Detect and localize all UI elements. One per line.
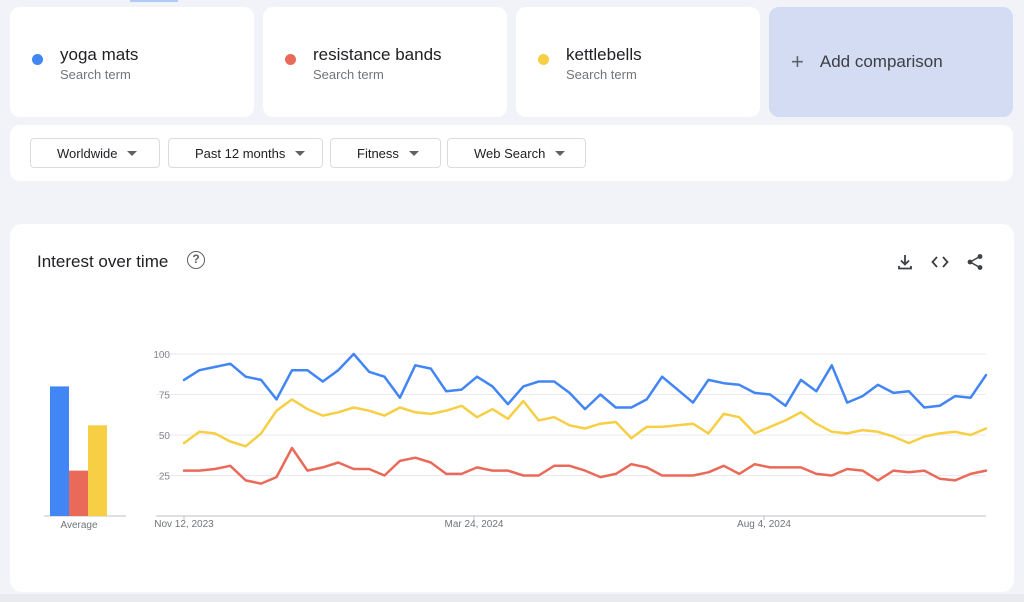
interest-over-time-card: Interest over time ? 25 50 75 100 Nov 12, 20… <box>10 224 1014 592</box>
term-color-dot <box>285 54 296 65</box>
bottom-strip <box>0 594 1024 602</box>
term-color-dot <box>538 54 549 65</box>
top-accent-bar <box>130 0 178 2</box>
average-label: Average <box>60 520 98 531</box>
caret-down-icon <box>295 150 306 156</box>
term-color-dot <box>32 54 43 65</box>
filter-label: Web Search <box>474 145 546 161</box>
download-icon[interactable] <box>895 252 915 272</box>
average-bar-resistance-bands <box>69 470 88 516</box>
term-type-label: Search term <box>313 67 384 82</box>
term-card-kettlebells[interactable]: kettlebells Search term <box>516 7 760 117</box>
card-title: Interest over time <box>37 252 169 271</box>
average-bar-kettlebells <box>88 425 107 516</box>
add-comparison-button[interactable]: + Add comparison <box>769 7 1013 117</box>
y-tick-label: 100 <box>153 350 170 361</box>
interest-chart: 25 50 75 100 Nov 12, 2023 Mar 24, 2024 Aug 4, … <box>44 350 988 531</box>
help-circle-icon[interactable]: ? <box>187 251 205 269</box>
time-range-filter-dropdown[interactable]: Past 12 months <box>168 138 323 168</box>
plus-icon: + <box>791 49 804 74</box>
x-tick-label: Nov 12, 2023 <box>154 519 214 530</box>
term-type-label: Search term <box>60 67 131 82</box>
filter-label: Past 12 months <box>195 145 286 161</box>
filter-label: Worldwide <box>57 145 118 161</box>
filter-label: Fitness <box>357 145 399 161</box>
y-tick-label: 50 <box>159 431 171 442</box>
location-filter-dropdown[interactable]: Worldwide <box>30 138 160 168</box>
x-tick-label: Mar 24, 2024 <box>445 519 504 530</box>
share-icon[interactable] <box>965 252 985 272</box>
term-type-label: Search term <box>566 67 637 82</box>
embed-code-icon[interactable] <box>930 252 950 272</box>
add-comparison-label: Add comparison <box>819 52 943 71</box>
term-name: resistance bands <box>313 45 442 64</box>
average-bar-yoga-mats <box>50 386 69 516</box>
y-tick-label: 25 <box>159 472 171 483</box>
term-name: yoga mats <box>60 45 139 64</box>
caret-down-icon <box>555 150 566 156</box>
search-type-filter-dropdown[interactable]: Web Search <box>447 138 586 168</box>
series-line-kettlebells <box>182 398 988 448</box>
y-tick-label: 75 <box>159 391 171 402</box>
caret-down-icon <box>408 150 419 156</box>
series-line-resistance-bands <box>182 446 988 485</box>
term-card-yoga-mats[interactable]: yoga mats Search term <box>10 7 254 117</box>
term-name: kettlebells <box>566 45 642 64</box>
series-line-yoga-mats <box>182 352 988 411</box>
term-card-resistance-bands[interactable]: resistance bands Search term <box>263 7 507 117</box>
category-filter-dropdown[interactable]: Fitness <box>330 138 441 168</box>
caret-down-icon <box>127 150 138 156</box>
filter-bar: Worldwide Past 12 months Fitness Web Sea… <box>10 125 1013 181</box>
x-tick-label: Aug 4, 2024 <box>737 519 791 530</box>
